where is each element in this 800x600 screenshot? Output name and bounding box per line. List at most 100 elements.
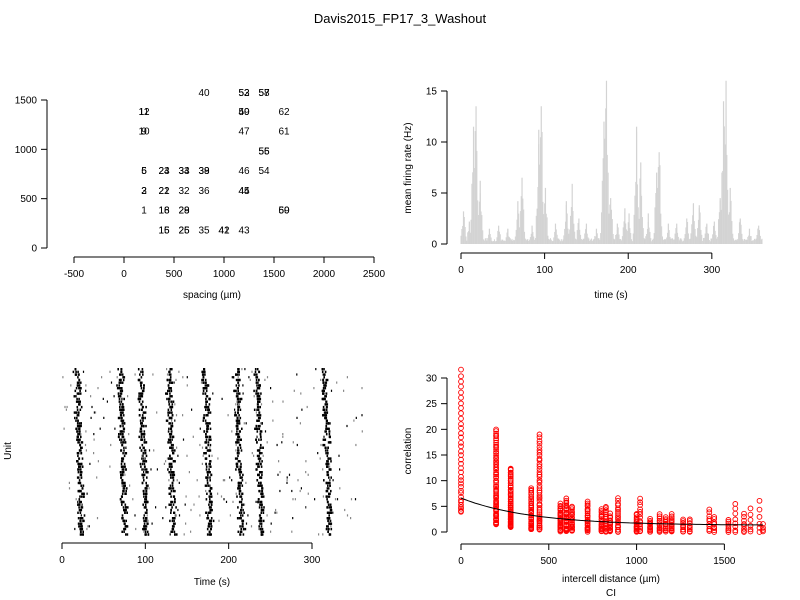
spike [240,511,243,514]
spike [121,468,124,471]
spike [209,519,211,523]
spike [172,479,175,482]
spike [175,378,177,381]
spike [297,479,299,482]
spike [238,414,240,417]
spike [257,462,259,466]
spike [240,438,242,441]
spike [76,438,78,441]
correlation-point [493,486,499,492]
spike [329,479,331,482]
spike [258,484,261,487]
spike [78,381,80,384]
spike [118,433,120,436]
correlation-point [493,473,499,480]
spike [207,441,210,444]
spike [172,473,174,477]
spike [79,530,82,533]
spike [78,430,80,433]
spike [142,370,144,374]
spike [232,500,234,503]
correlation-point [725,518,732,525]
spike [343,389,345,392]
spike [286,476,288,479]
spike [261,460,263,463]
spike [84,443,87,447]
spike [143,430,146,433]
correlation-point [615,518,621,525]
correlation-point [536,449,543,456]
spike [172,517,175,520]
spike [306,405,308,409]
spike [121,373,124,376]
figure-title: Davis2015_FP17_3_Washout [314,11,487,26]
spike [205,387,208,390]
spike [122,460,124,463]
spike [258,384,261,387]
spike [237,381,239,384]
spike [262,530,265,533]
spike [122,452,124,455]
spike [146,514,148,517]
raster-x-tick-label: 300 [304,555,321,566]
spike [323,376,325,379]
spike [237,403,239,406]
spike [241,525,243,528]
spike [170,416,173,420]
corr-y-tick-label: 0 [431,528,437,539]
correlation-point [756,506,763,513]
spike [169,533,171,536]
correlation-point [656,524,663,531]
spike [255,411,257,414]
spike [245,481,247,484]
spike [243,527,245,531]
spike [257,405,260,409]
spike [120,373,122,376]
spike [120,498,122,501]
spike [143,489,145,493]
spike [205,435,207,439]
correlation-point [507,469,514,476]
spike [258,525,260,528]
spike [174,517,176,520]
correlation-point [756,497,763,504]
correlation-point [637,502,643,508]
spike [323,397,325,401]
spike [205,389,208,393]
corr-x-tick-label: 0 [458,556,464,567]
spike [124,481,126,485]
spike [205,462,207,466]
spike [279,471,281,474]
spike [257,465,259,468]
spike [81,441,84,444]
spike [282,400,284,403]
spike [236,452,239,455]
spike [207,473,209,477]
spike [77,452,80,455]
correlation-point [732,523,739,530]
spike [74,373,77,376]
spike [205,441,208,444]
spike [77,522,80,525]
spike [170,465,173,468]
correlation-point [584,502,591,509]
spike [125,452,127,455]
spike [259,430,262,433]
correlation-point [680,518,686,524]
correlation-point [493,432,499,439]
spike [286,481,288,484]
spike [143,449,146,452]
correlation-point [458,415,464,422]
spike [261,452,263,455]
electrode-label: 39 [198,166,210,177]
spike [123,376,126,379]
spike [238,481,241,485]
spike [325,400,327,403]
spike [173,473,176,477]
spike [119,403,121,406]
spike [141,481,144,485]
spike [77,376,79,379]
spike [210,525,213,528]
correlation-point [647,523,653,530]
spike [329,511,332,514]
